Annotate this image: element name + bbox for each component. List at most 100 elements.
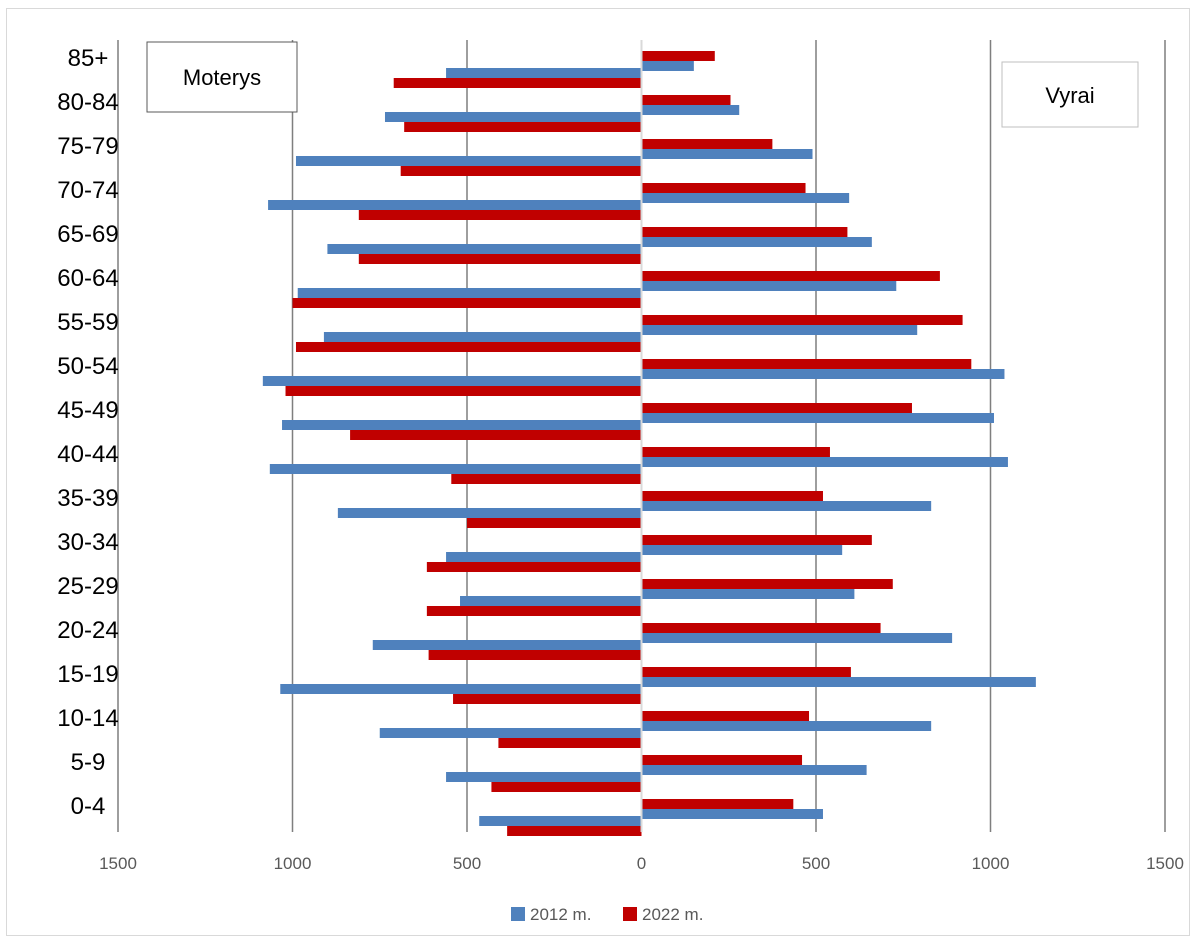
bar-male-2022-45-49 <box>641 403 912 413</box>
bar-male-2012-75-79 <box>641 149 813 159</box>
bar-female-2012-70-74 <box>268 200 642 210</box>
bar-male-2022-20-24 <box>641 623 881 633</box>
bar-male-2012-80-84 <box>641 105 740 115</box>
bar-female-2022-80-84 <box>404 122 642 132</box>
x-tick-labels: 1500 1000 500 0 500 1000 1500 <box>99 854 1184 873</box>
age-label-30-34: 30-34 <box>57 529 118 556</box>
bar-male-2012-60-64 <box>641 281 897 291</box>
bar-male-2022-30-34 <box>641 535 872 545</box>
bar-female-2012-0-4 <box>479 816 642 826</box>
bar-female-2022-65-69 <box>358 254 642 264</box>
x-tick-0: 1500 <box>99 854 137 873</box>
bar-female-2022-15-19 <box>453 694 642 704</box>
age-label-45-49: 45-49 <box>57 397 118 424</box>
bar-male-2012-30-34 <box>641 545 843 555</box>
age-label-15-19: 15-19 <box>57 661 118 688</box>
bar-male-2022-80-84 <box>641 95 731 105</box>
age-label-25-29: 25-29 <box>57 573 118 600</box>
chart-frame <box>6 8 1190 936</box>
age-label-65-69: 65-69 <box>57 221 118 248</box>
x-tick-1: 1000 <box>274 854 312 873</box>
bar-male-2022-5-9 <box>641 755 803 765</box>
x-tick-5: 1000 <box>972 854 1010 873</box>
bar-male-2012-55-59 <box>641 325 918 335</box>
bar-female-2012-5-9 <box>446 772 642 782</box>
bar-male-2022-85+ <box>641 51 715 61</box>
bar-female-2022-75-79 <box>400 166 642 176</box>
legend: 2012 m. 2022 m. <box>511 905 703 924</box>
bar-female-2012-30-34 <box>446 552 642 562</box>
age-label-40-44: 40-44 <box>57 441 118 468</box>
bar-female-2022-25-29 <box>426 606 642 616</box>
x-tick-6: 1500 <box>1146 854 1184 873</box>
bar-female-2012-50-54 <box>262 376 642 386</box>
bar-male-2022-60-64 <box>641 271 940 281</box>
bar-female-2012-80-84 <box>384 112 642 122</box>
bar-male-2022-35-39 <box>641 491 823 501</box>
bar-female-2022-50-54 <box>285 386 642 396</box>
bar-female-2012-55-59 <box>323 332 642 342</box>
bar-male-2022-65-69 <box>641 227 848 237</box>
bar-male-2012-50-54 <box>641 369 1005 379</box>
legend-label-2012: 2012 m. <box>530 905 591 924</box>
bar-female-2012-85+ <box>446 68 642 78</box>
x-tick-4: 500 <box>802 854 830 873</box>
age-label-85+: 85+ <box>68 45 109 72</box>
bar-female-2012-10-14 <box>379 728 642 738</box>
bar-male-2022-55-59 <box>641 315 963 325</box>
bar-male-2012-85+ <box>641 61 694 71</box>
bar-female-2022-35-39 <box>467 518 642 528</box>
bar-female-2012-25-29 <box>460 596 642 606</box>
bar-male-2012-15-19 <box>641 677 1036 687</box>
bar-male-2012-0-4 <box>641 809 823 819</box>
bar-male-2022-0-4 <box>641 799 794 809</box>
bar-male-2012-35-39 <box>641 501 932 511</box>
age-label-50-54: 50-54 <box>57 353 118 380</box>
age-label-20-24: 20-24 <box>57 617 118 644</box>
bar-female-2012-20-24 <box>372 640 642 650</box>
bar-female-2022-20-24 <box>428 650 642 660</box>
left-box-label: Moterys <box>183 65 261 90</box>
bar-male-2012-40-44 <box>641 457 1008 467</box>
bar-male-2012-70-74 <box>641 193 850 203</box>
bar-female-2012-65-69 <box>327 244 642 254</box>
age-label-70-74: 70-74 <box>57 177 118 204</box>
bar-female-2022-0-4 <box>507 826 642 836</box>
bar-male-2022-25-29 <box>641 579 893 589</box>
bar-male-2012-10-14 <box>641 721 932 731</box>
age-label-80-84: 80-84 <box>57 89 118 116</box>
bar-female-2022-5-9 <box>491 782 642 792</box>
bar-female-2012-35-39 <box>337 508 642 518</box>
bar-female-2012-15-19 <box>280 684 642 694</box>
bar-female-2022-70-74 <box>358 210 642 220</box>
x-tick-3: 0 <box>637 854 646 873</box>
bar-male-2012-45-49 <box>641 413 994 423</box>
right-box-label: Vyrai <box>1045 83 1094 108</box>
legend-swatch-2012 <box>511 907 525 921</box>
age-label-75-79: 75-79 <box>57 133 118 160</box>
bar-male-2022-10-14 <box>641 711 810 721</box>
age-label-0-4: 0-4 <box>71 793 106 820</box>
bar-male-2022-75-79 <box>641 139 773 149</box>
bar-female-2022-45-49 <box>350 430 642 440</box>
legend-label-2022: 2022 m. <box>642 905 703 924</box>
bar-male-2022-15-19 <box>641 667 851 677</box>
bar-female-2012-75-79 <box>295 156 642 166</box>
bar-female-2012-45-49 <box>282 420 642 430</box>
age-label-60-64: 60-64 <box>57 265 118 292</box>
bar-female-2012-60-64 <box>297 288 642 298</box>
age-labels: 0-4 5-9 10-14 15-19 20-24 25-29 30-34 35-39 40-4… <box>57 45 118 820</box>
left-legend-box: Moterys <box>146 41 298 113</box>
bar-male-2022-70-74 <box>641 183 806 193</box>
x-tick-2: 500 <box>453 854 481 873</box>
bar-female-2022-30-34 <box>426 562 642 572</box>
bar-female-2022-55-59 <box>295 342 642 352</box>
bar-female-2022-10-14 <box>498 738 642 748</box>
age-label-5-9: 5-9 <box>71 749 106 776</box>
right-legend-box: Vyrai <box>1001 61 1139 128</box>
bar-male-2022-40-44 <box>641 447 830 457</box>
bar-female-2022-40-44 <box>451 474 642 484</box>
age-label-35-39: 35-39 <box>57 485 118 512</box>
age-label-55-59: 55-59 <box>57 309 118 336</box>
